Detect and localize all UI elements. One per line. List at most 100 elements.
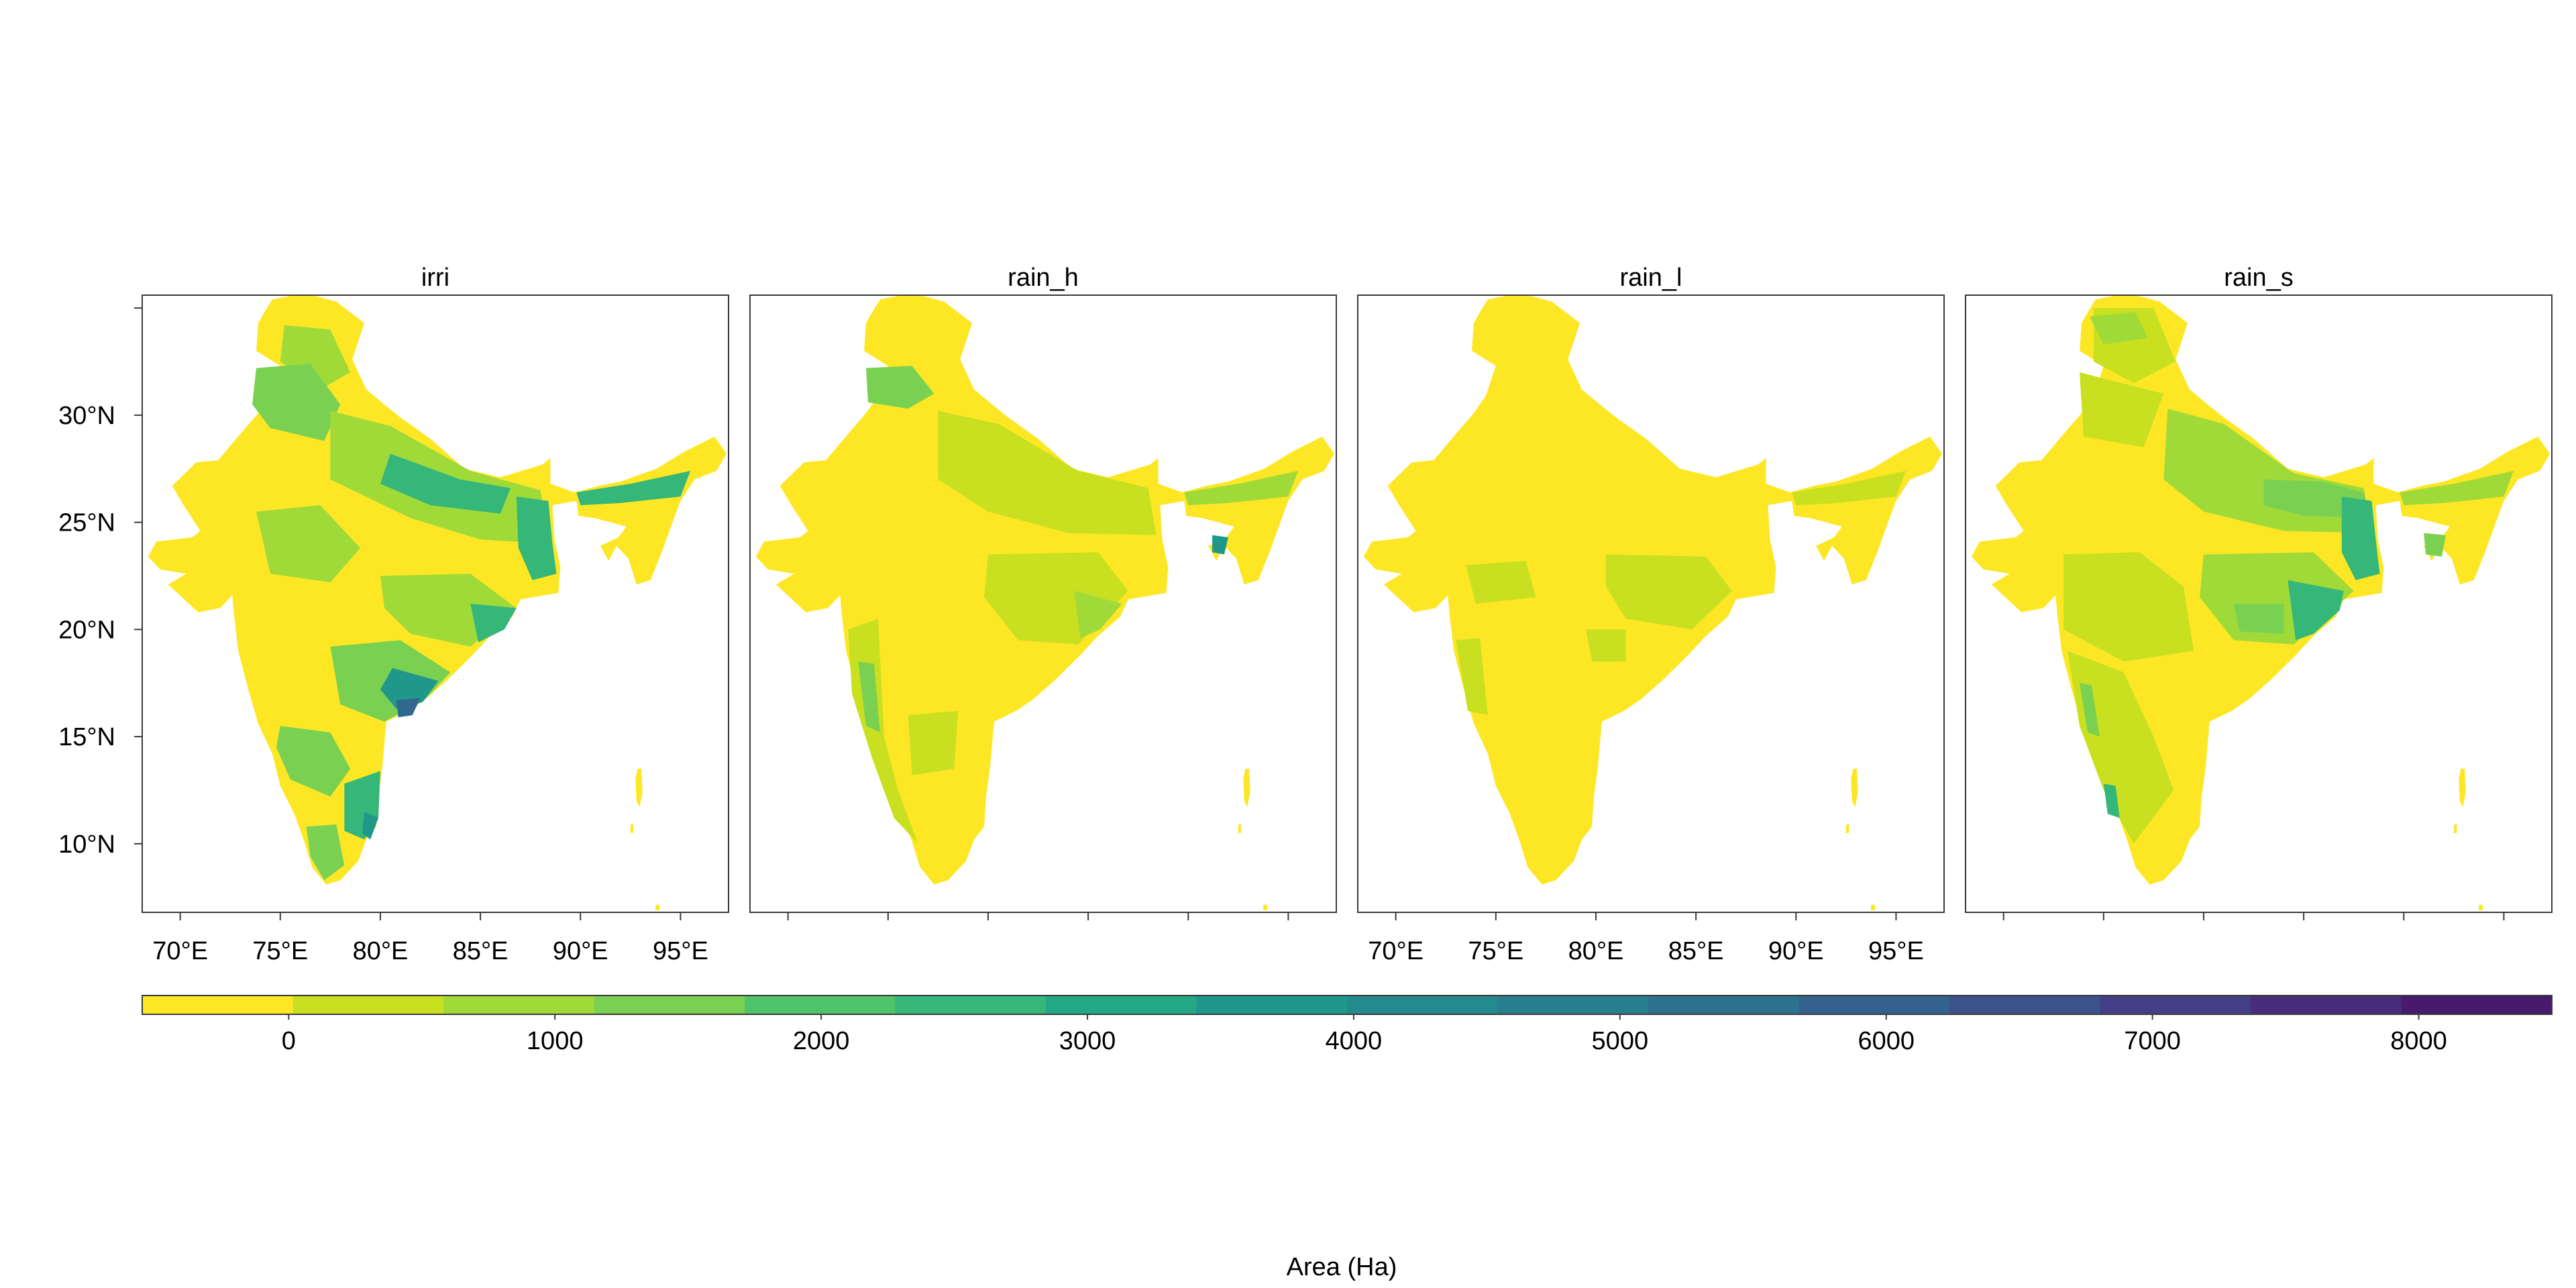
panel-frame xyxy=(1965,294,2553,913)
value-region xyxy=(2288,580,2344,641)
colorbar-title: Area (Ha) xyxy=(1286,1253,1397,1281)
colorbar: 0 1000 2000 3000 4000 5000 6000 7000 8000 xyxy=(142,995,2553,1055)
nicobar-islands xyxy=(655,904,660,910)
nicobar-islands xyxy=(1263,904,1268,910)
panel-frame xyxy=(749,294,1337,913)
value-region xyxy=(2089,312,2148,345)
panel-title: rain_s xyxy=(2224,264,2294,292)
panel-title: rain_l xyxy=(1620,264,1682,292)
value-region xyxy=(396,698,421,718)
andaman-islands xyxy=(2459,769,2466,808)
colorbar-segment xyxy=(594,996,745,1014)
raster-layer xyxy=(755,295,1334,910)
panel-frame xyxy=(1357,294,1945,913)
lat-tick-label: 10°N xyxy=(58,830,115,859)
nicobar-islands xyxy=(2479,904,2483,910)
colorbar-tick-label: 8000 xyxy=(2390,1027,2447,1055)
colorbar-segment xyxy=(1196,996,1348,1014)
lon-tick-label: 95°E xyxy=(1868,937,1924,965)
value-region xyxy=(2400,470,2514,506)
value-region xyxy=(306,824,345,881)
value-region xyxy=(1605,554,1732,630)
andaman-islands xyxy=(635,769,643,808)
andaman-islands xyxy=(2453,824,2457,833)
andaman-islands xyxy=(1851,769,1858,808)
value-region xyxy=(2341,496,2380,580)
lat-tick-label: 20°N xyxy=(58,616,115,644)
colorbar-segment xyxy=(1799,996,1950,1014)
lon-tick-label: 75°E xyxy=(1468,937,1523,965)
value-region xyxy=(866,366,934,409)
map-panel-rain_l: rain_l xyxy=(1357,264,1945,913)
lon-tick-label: 75°E xyxy=(252,937,308,965)
raster-layer xyxy=(148,295,727,910)
lon-tick-label: 85°E xyxy=(453,937,508,965)
lat-tick-label: 30°N xyxy=(58,402,115,430)
colorbar-segment xyxy=(1949,996,2101,1014)
value-region xyxy=(908,710,959,775)
lon-tick-label: 70°E xyxy=(1368,937,1424,965)
andaman-islands xyxy=(1243,769,1250,808)
colorbar-tick-label: 0 xyxy=(282,1027,296,1055)
value-region xyxy=(1792,470,1907,506)
value-region xyxy=(2233,604,2284,634)
panel-frame xyxy=(142,294,729,913)
colorbar-segment xyxy=(2251,996,2402,1014)
value-region xyxy=(1586,629,1626,662)
value-region xyxy=(1212,535,1228,555)
colorbar-segment xyxy=(1648,996,1800,1014)
value-region xyxy=(252,364,341,441)
lon-tick-label: 90°E xyxy=(553,937,608,965)
colorbar-tick-label: 7000 xyxy=(2124,1027,2181,1055)
value-region xyxy=(362,811,378,840)
latitude-axis: 30°N 25°N 20°N 15°N 10°N xyxy=(58,307,142,859)
colorbar-frame xyxy=(142,995,2553,1015)
value-region xyxy=(2103,784,2120,818)
lon-tick-label: 70°E xyxy=(152,937,208,965)
lon-tick-label: 80°E xyxy=(1568,937,1624,965)
map-panel-rain_h: rain_h xyxy=(749,264,1337,913)
value-region xyxy=(276,726,351,797)
value-region xyxy=(2068,651,2174,844)
nicobar-islands xyxy=(1871,904,1876,910)
lat-tick-label: 15°N xyxy=(58,723,115,751)
colorbar-segment xyxy=(1046,996,1197,1014)
colorbar-tick-label: 3000 xyxy=(1059,1027,1116,1055)
lat-tick-label: 25°N xyxy=(58,509,115,537)
value-region xyxy=(256,505,361,583)
map-panels: irri rain_h rain_l rain_s xyxy=(142,264,2553,913)
colorbar-segment xyxy=(1497,996,1649,1014)
andaman-islands xyxy=(630,824,634,833)
value-region xyxy=(516,496,557,580)
colorbar-segment xyxy=(2100,996,2251,1014)
value-region xyxy=(380,667,439,709)
raster-layer xyxy=(1971,295,2550,910)
value-region xyxy=(858,661,880,733)
colorbar-tick-label: 4000 xyxy=(1326,1027,1383,1055)
lon-tick-label: 95°E xyxy=(653,937,708,965)
value-region xyxy=(470,604,517,643)
value-region xyxy=(1456,638,1488,716)
value-region xyxy=(2424,533,2446,557)
value-region xyxy=(576,470,691,506)
lon-tick-label: 85°E xyxy=(1668,937,1724,965)
colorbar-tick-label: 6000 xyxy=(1858,1027,1915,1055)
colorbar-segment xyxy=(1347,996,1499,1014)
panel-title: rain_h xyxy=(1008,264,1079,292)
colorbar-segment xyxy=(2401,996,2553,1014)
lon-tick-label: 90°E xyxy=(1768,937,1824,965)
longitude-axes: 70°E 75°E 80°E 85°E 90°E 95°E 70°E 75°E 80°E 85°E… xyxy=(152,912,2505,965)
raster-layer xyxy=(1363,295,1942,910)
value-region xyxy=(938,411,1157,535)
value-region xyxy=(1466,561,1536,604)
panel-title: irri xyxy=(421,264,449,292)
map-panel-irri: irri xyxy=(142,264,729,913)
value-region xyxy=(2080,372,2164,447)
value-region xyxy=(1184,470,1299,506)
colorbar-segment xyxy=(745,996,896,1014)
value-region xyxy=(2063,552,2194,662)
value-region xyxy=(1074,590,1122,639)
andaman-islands xyxy=(1238,824,1242,833)
colorbar-segment xyxy=(292,996,444,1014)
